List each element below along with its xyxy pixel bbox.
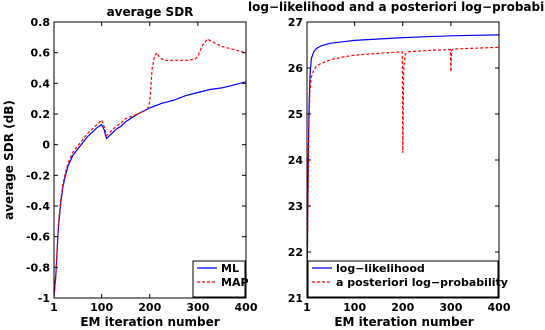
plot-area bbox=[307, 22, 499, 298]
legend-label: MAP bbox=[221, 276, 249, 289]
y-tick-label: 0.6 bbox=[31, 47, 51, 60]
x-tick-label: 100 bbox=[343, 301, 366, 314]
y-tick-label: -0.8 bbox=[26, 261, 50, 274]
x-tick-label: 300 bbox=[186, 301, 209, 314]
series-line-primary bbox=[54, 81, 246, 297]
panel-log-likelihood: log−likelihood and a posteriori log−prob… bbox=[248, 0, 545, 329]
series-line-primary bbox=[307, 34, 499, 298]
y-tick-label: 25 bbox=[288, 108, 303, 121]
legend-box bbox=[307, 260, 499, 298]
y-tick-label: 27 bbox=[288, 16, 303, 29]
y-tick-label: 0.2 bbox=[31, 108, 51, 121]
y-tick-label: 21 bbox=[288, 292, 303, 305]
y-axis-label: average SDR (dB) bbox=[2, 100, 16, 220]
legend-label: ML bbox=[221, 262, 239, 275]
x-tick-label: 200 bbox=[138, 301, 161, 314]
x-tick-label: 400 bbox=[488, 301, 511, 314]
y-tick-label: -0.4 bbox=[26, 200, 50, 213]
series-line-secondary bbox=[54, 38, 246, 297]
x-tick-label: 200 bbox=[391, 301, 414, 314]
y-tick-label: 0 bbox=[42, 139, 50, 152]
y-tick-label: 23 bbox=[288, 200, 303, 213]
y-tick-label: -0.2 bbox=[26, 169, 50, 182]
legend-label: log−likelihood bbox=[336, 262, 425, 275]
plot-area bbox=[54, 22, 246, 298]
legend-box bbox=[192, 260, 246, 298]
y-tick-label: -1 bbox=[38, 292, 50, 305]
x-tick-label: 400 bbox=[235, 301, 258, 314]
y-tick-label: 24 bbox=[288, 154, 304, 167]
legend-label: a posteriori log−probability bbox=[336, 276, 508, 289]
x-tick-label: 1 bbox=[303, 301, 311, 314]
y-tick-label: 22 bbox=[288, 246, 303, 259]
panel-average-sdr: average SDR EM iteration number average … bbox=[2, 5, 258, 329]
y-tick-label: 0.4 bbox=[31, 77, 51, 90]
chart-title: average SDR bbox=[107, 5, 194, 19]
chart-title: log−likelihood and a posteriori log−prob… bbox=[248, 0, 545, 14]
x-tick-label: 300 bbox=[439, 301, 462, 314]
series-line-secondary bbox=[307, 46, 499, 298]
y-tick-label: 0.8 bbox=[31, 16, 51, 29]
y-tick-label: 26 bbox=[288, 62, 304, 75]
x-tick-label: 100 bbox=[90, 301, 113, 314]
x-axis-label: EM iteration number bbox=[80, 315, 219, 329]
x-tick-label: 1 bbox=[50, 301, 58, 314]
x-axis-label: EM iteration number bbox=[334, 315, 473, 329]
y-tick-label: -0.6 bbox=[26, 231, 50, 244]
